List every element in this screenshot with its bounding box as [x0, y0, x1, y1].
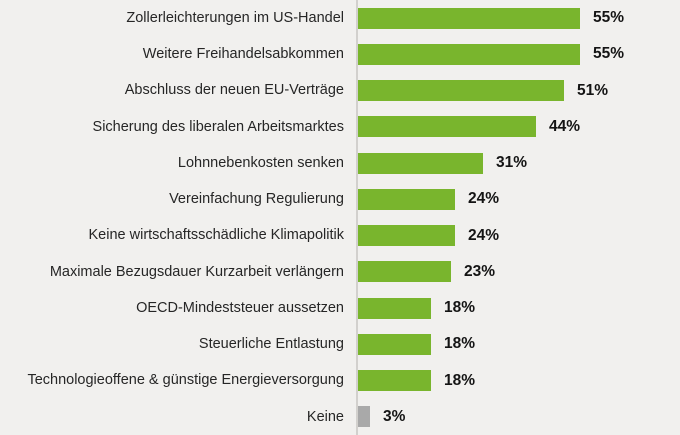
bar-track: 24%: [358, 225, 680, 247]
y-axis-line: [356, 0, 358, 435]
bar: [358, 406, 370, 428]
bar: [358, 333, 431, 355]
bar-row: OECD-Mindeststeuer aussetzen 18%: [0, 290, 680, 326]
category-label: Technologieoffene & günstige Energievers…: [27, 372, 344, 389]
bar: [358, 188, 455, 210]
bar-row: Vereinfachung Regulierung 24%: [0, 181, 680, 217]
bar-track: 31%: [358, 152, 680, 174]
value-label: 55%: [593, 45, 625, 63]
bar-row: Keine wirtschaftsschädliche Klimapolitik…: [0, 218, 680, 254]
bar: [358, 297, 431, 319]
bar-row: Sicherung des liberalen Arbeitsmarktes 44…: [0, 109, 680, 145]
value-label: 3%: [383, 407, 406, 425]
bar: [358, 261, 451, 283]
value-label: 18%: [444, 299, 476, 317]
value-label: 51%: [577, 81, 609, 99]
value-label: 31%: [496, 154, 528, 172]
bar-row: Lohnnebenkosten senken 31%: [0, 145, 680, 181]
bar-track: 23%: [358, 261, 680, 283]
category-label: Keine wirtschaftsschädliche Klimapolitik: [88, 227, 344, 244]
category-label: Sicherung des liberalen Arbeitsmarktes: [92, 118, 344, 135]
value-label: 18%: [444, 335, 476, 353]
bar-row: Abschluss der neuen EU-Verträge 51%: [0, 73, 680, 109]
bar-track: 18%: [358, 333, 680, 355]
bar-row: Weitere Freihandelsabkommen 55%: [0, 36, 680, 72]
category-label: Weitere Freihandelsabkommen: [142, 46, 344, 63]
category-label: Keine: [306, 408, 344, 425]
bar: [358, 116, 536, 138]
category-label: Zollerleichterungen im US-Handel: [126, 9, 344, 26]
value-label: 18%: [444, 371, 476, 389]
category-label: OECD-Mindeststeuer aussetzen: [136, 299, 344, 316]
bar-row: Zollerleichterungen im US-Handel 55%: [0, 0, 680, 36]
bar-track: 55%: [358, 7, 680, 29]
bar-track: 18%: [358, 370, 680, 392]
bar-track: 51%: [358, 80, 680, 102]
bar: [358, 7, 580, 29]
bar-track: 55%: [358, 43, 680, 65]
category-label: Maximale Bezugsdauer Kurzarbeit verlänge…: [49, 263, 344, 280]
category-label: Vereinfachung Regulierung: [169, 191, 344, 208]
value-label: 55%: [593, 9, 625, 27]
bar: [358, 152, 483, 174]
bar: [358, 370, 431, 392]
category-label: Lohnnebenkosten senken: [177, 154, 344, 171]
bar-track: 24%: [358, 188, 680, 210]
bar: [358, 225, 455, 247]
bar-row: Steuerliche Entlastung 18%: [0, 326, 680, 362]
bar-track: 18%: [358, 297, 680, 319]
bar: [358, 43, 580, 65]
category-label: Abschluss der neuen EU-Verträge: [124, 82, 344, 99]
category-label: Steuerliche Entlastung: [198, 336, 344, 353]
bar-track: 3%: [358, 406, 680, 428]
value-label: 44%: [549, 117, 581, 135]
value-label: 24%: [468, 226, 500, 244]
bar-row: Technologieoffene & günstige Energievers…: [0, 363, 680, 399]
bar-track: 44%: [358, 116, 680, 138]
bar-row: Maximale Bezugsdauer Kurzarbeit verlänge…: [0, 254, 680, 290]
value-label: 23%: [464, 262, 496, 280]
bar-row: Keine 3%: [0, 399, 680, 435]
value-label: 24%: [468, 190, 500, 208]
bar: [358, 80, 564, 102]
